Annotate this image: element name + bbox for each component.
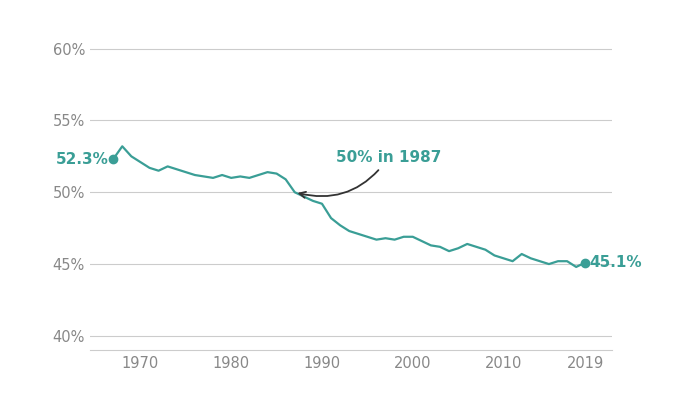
Text: 50% in 1987: 50% in 1987 bbox=[299, 150, 441, 198]
Text: 45.1%: 45.1% bbox=[590, 255, 642, 270]
Text: 52.3%: 52.3% bbox=[56, 152, 109, 167]
